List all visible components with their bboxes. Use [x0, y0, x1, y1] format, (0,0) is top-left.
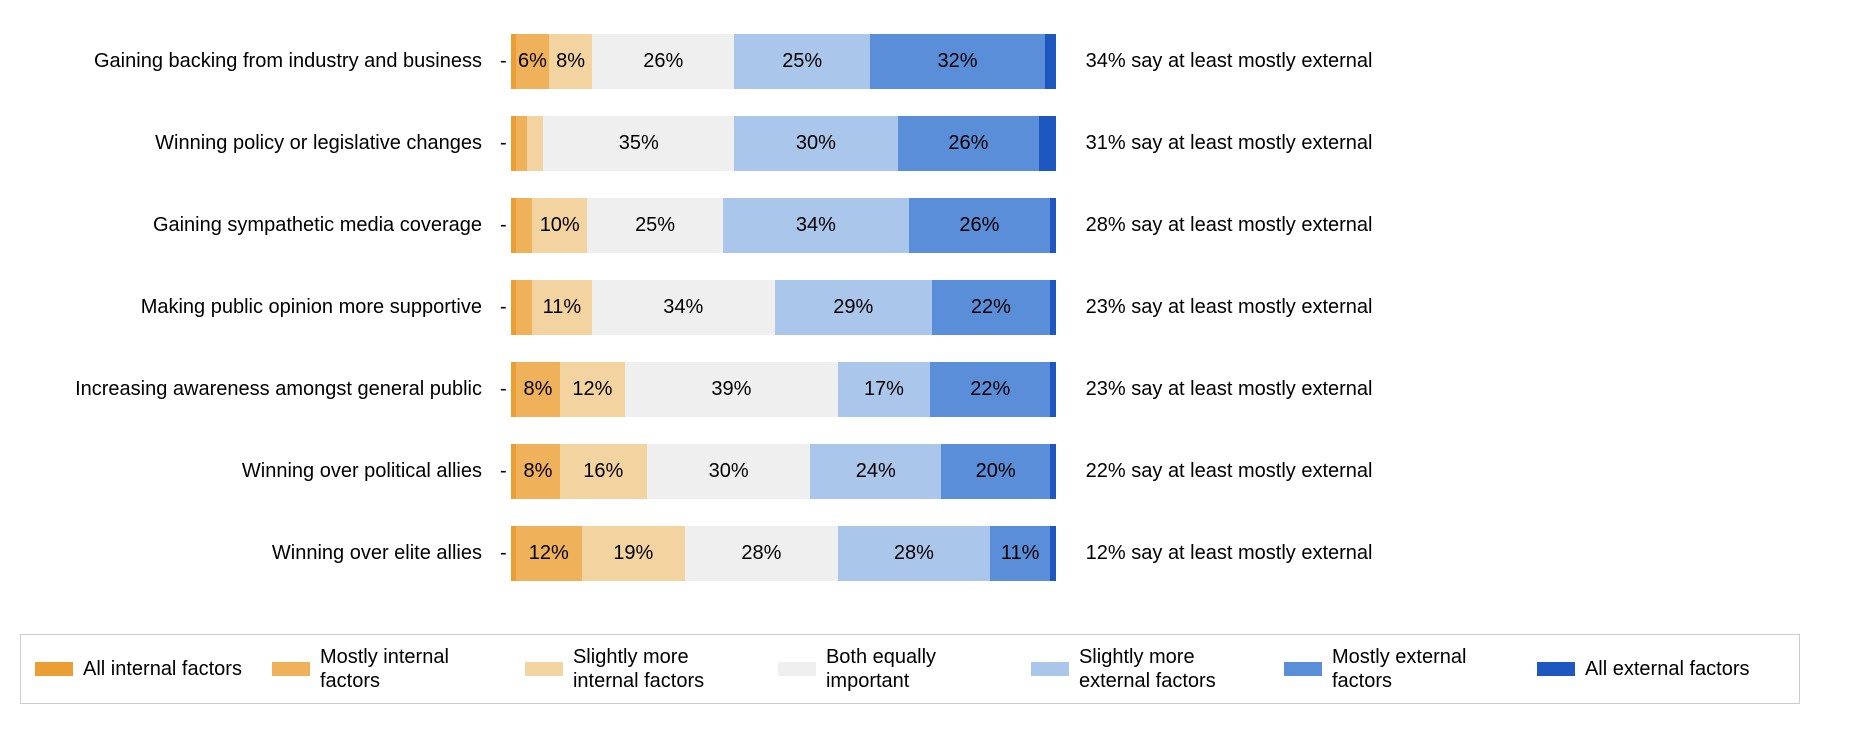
tick-mark: - [500, 542, 511, 565]
bar-segment: 16% [560, 444, 647, 499]
bar-track: 8%16%30%24%20% [511, 444, 1056, 499]
bar-segment: 34% [592, 280, 775, 335]
legend-item: Slightly more internal factors [525, 645, 748, 693]
legend-label: All internal factors [83, 657, 242, 681]
tick-mark: - [500, 50, 511, 73]
bar-segment [516, 280, 532, 335]
legend-swatch [272, 662, 310, 676]
legend-label: Mostly external factors [1332, 645, 1507, 693]
chart-rows: Gaining backing from industry and busine… [20, 20, 1842, 594]
bar-segment: 35% [543, 116, 734, 171]
bar-segment: 20% [941, 444, 1050, 499]
bar-segment: 12% [516, 526, 581, 581]
chart-row: Winning policy or legislative changes-35… [20, 102, 1842, 184]
legend-label: Mostly internal factors [320, 645, 495, 693]
bar-segment: 26% [898, 116, 1040, 171]
row-annotation: 23% say at least mostly external [1056, 296, 1373, 319]
bar-segment: 8% [516, 362, 560, 417]
legend-label: Slightly more external factors [1079, 645, 1254, 693]
legend-item: All internal factors [35, 657, 242, 681]
row-annotation: 34% say at least mostly external [1056, 50, 1373, 73]
bar-segment [1045, 34, 1056, 89]
bar-track: 8%12%39%17%22% [511, 362, 1056, 417]
row-annotation: 31% say at least mostly external [1056, 132, 1373, 155]
row-annotation: 23% say at least mostly external [1056, 378, 1373, 401]
bar-segment [1039, 116, 1055, 171]
row-label: Winning over political allies [20, 460, 500, 483]
legend-label: All external factors [1585, 657, 1750, 681]
legend-swatch [778, 662, 816, 676]
bar-track: 11%34%29%22% [511, 280, 1056, 335]
bar-segment: 11% [990, 526, 1050, 581]
stacked-bar-chart: Gaining backing from industry and busine… [20, 20, 1842, 704]
legend-item: All external factors [1537, 657, 1750, 681]
tick-mark: - [500, 296, 511, 319]
row-annotation: 22% say at least mostly external [1056, 460, 1373, 483]
row-label: Increasing awareness amongst general pub… [20, 378, 500, 401]
bar-segment [527, 116, 543, 171]
bar-segment: 34% [723, 198, 908, 253]
bar-segment: 19% [582, 526, 686, 581]
bar-segment: 12% [560, 362, 625, 417]
legend-swatch [1537, 662, 1575, 676]
chart-row: Increasing awareness amongst general pub… [20, 348, 1842, 430]
bar-segment: 28% [838, 526, 991, 581]
bar-segment: 26% [909, 198, 1051, 253]
bar-segment: 24% [810, 444, 941, 499]
bar-segment: 22% [932, 280, 1051, 335]
bar-segment [516, 116, 527, 171]
bar-segment: 6% [516, 34, 549, 89]
legend-swatch [35, 662, 73, 676]
legend-label: Slightly more internal factors [573, 645, 748, 693]
bar-segment: 30% [734, 116, 898, 171]
chart-legend: All internal factors Mostly internal fact… [20, 634, 1800, 704]
bar-segment: 25% [734, 34, 870, 89]
legend-swatch [1284, 662, 1322, 676]
tick-mark: - [500, 214, 511, 237]
bar-segment: 29% [775, 280, 931, 335]
legend-item: Mostly internal factors [272, 645, 495, 693]
bar-segment: 8% [516, 444, 560, 499]
row-label: Making public opinion more supportive [20, 296, 500, 319]
row-label: Winning policy or legislative changes [20, 132, 500, 155]
chart-row: Gaining sympathetic media coverage-10%25… [20, 184, 1842, 266]
legend-label: Both equally important [826, 645, 1001, 693]
row-annotation: 12% say at least mostly external [1056, 542, 1373, 565]
legend-item: Mostly external factors [1284, 645, 1507, 693]
chart-row: Gaining backing from industry and busine… [20, 20, 1842, 102]
row-label: Winning over elite allies [20, 542, 500, 565]
bar-segment: 30% [647, 444, 811, 499]
row-label: Gaining backing from industry and busine… [20, 50, 500, 73]
bar-segment: 32% [870, 34, 1044, 89]
bar-track: 6%8%26%25%32% [511, 34, 1056, 89]
bar-track: 35%30%26% [511, 116, 1056, 171]
bar-segment [516, 198, 532, 253]
bar-segment: 11% [532, 280, 591, 335]
bar-segment: 22% [930, 362, 1050, 417]
bar-track: 10%25%34%26% [511, 198, 1056, 253]
bar-segment: 39% [625, 362, 838, 417]
bar-segment: 25% [587, 198, 723, 253]
chart-row: Making public opinion more supportive-11… [20, 266, 1842, 348]
bar-segment: 28% [685, 526, 838, 581]
legend-item: Slightly more external factors [1031, 645, 1254, 693]
bar-segment: 10% [532, 198, 587, 253]
chart-row: Winning over elite allies-12%19%28%28%11… [20, 512, 1842, 594]
row-annotation: 28% say at least mostly external [1056, 214, 1373, 237]
row-label: Gaining sympathetic media coverage [20, 214, 500, 237]
chart-row: Winning over political allies-8%16%30%24… [20, 430, 1842, 512]
tick-mark: - [500, 460, 511, 483]
legend-item: Both equally important [778, 645, 1001, 693]
legend-swatch [1031, 662, 1069, 676]
bar-track: 12%19%28%28%11% [511, 526, 1056, 581]
tick-mark: - [500, 378, 511, 401]
bar-segment: 8% [549, 34, 593, 89]
tick-mark: - [500, 132, 511, 155]
bar-segment: 17% [838, 362, 931, 417]
legend-swatch [525, 662, 563, 676]
bar-segment: 26% [592, 34, 734, 89]
